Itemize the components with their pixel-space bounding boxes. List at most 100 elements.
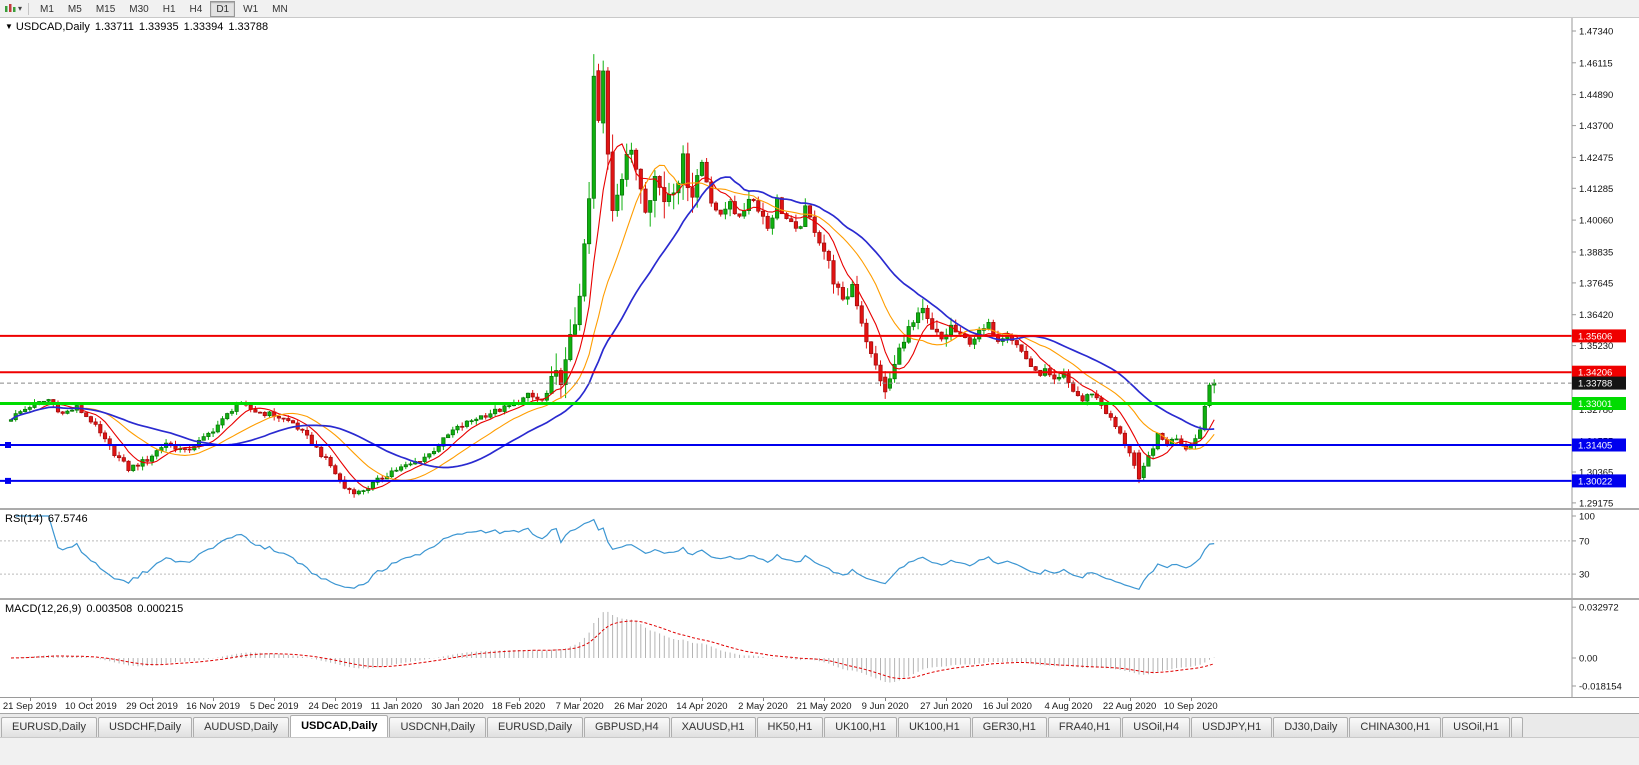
timeframe-button-mn[interactable]: MN [272, 3, 288, 15]
chart-menu-caret-icon[interactable]: ▾ [18, 4, 23, 13]
svg-text:1.36420: 1.36420 [1579, 310, 1613, 321]
timeframe-button-m15[interactable]: M15 [95, 3, 116, 15]
ohlc-open: 1.33711 [94, 21, 134, 33]
date-label: 16 Nov 2019 [186, 701, 241, 712]
svg-text:1.30365: 1.30365 [1579, 468, 1613, 479]
price-badge: 1.30022 [1572, 474, 1626, 488]
timeframe-button-h1[interactable]: H1 [162, 3, 176, 15]
chart-title: ▼ USDCAD,Daily 1.33711 1.33935 1.33394 1.3378… [5, 21, 268, 33]
date-tick [90, 698, 92, 701]
price-axis[interactable]: 1.47340 1.46115 1.44890 1.43700 1.42475 1.412… [1571, 18, 1613, 508]
timeframe-button-h4[interactable]: H4 [189, 3, 203, 15]
mini-candles-glyph [5, 4, 16, 12]
chart-tab-hk50-h1[interactable]: HK50,H1 [756, 717, 824, 737]
macd-signal-line [10, 620, 1215, 679]
date-label: 30 Jan 2020 [431, 701, 484, 712]
chart-tab-usdchf-daily[interactable]: USDCHF,Daily [97, 717, 193, 737]
chart-type-icon[interactable] [4, 3, 17, 14]
date-tick [274, 698, 276, 701]
toolbar-separator [28, 2, 30, 15]
date-label: 26 Mar 2020 [614, 701, 668, 712]
svg-text:70: 70 [1579, 536, 1590, 547]
svg-text:-0.018154: -0.018154 [1579, 682, 1622, 693]
date-label: 21 May 2020 [796, 701, 852, 712]
svg-text:1.44890: 1.44890 [1579, 90, 1613, 101]
date-label: 5 Dec 2019 [249, 701, 299, 712]
chart-tab-uk100-h1[interactable]: UK100,H1 [897, 717, 971, 737]
svg-text:1.41285: 1.41285 [1579, 184, 1613, 195]
svg-text:1.42475: 1.42475 [1579, 153, 1613, 164]
rsi-value: 67.5746 [47, 513, 88, 525]
chart-tab-china300-h1[interactable]: CHINA300,H1 [1349, 717, 1442, 737]
date-tick [213, 698, 215, 701]
price-badge: 1.33788 [1572, 376, 1626, 390]
horizontal-level-lines[interactable] [0, 334, 1572, 484]
chart-tab-fra40-h1[interactable]: FRA40,H1 [1047, 717, 1122, 737]
time-axis[interactable]: 21 Sep 2019 10 Oct 2019 29 Oct 2019 16 Nov … [0, 697, 1639, 713]
chart-tab-ger30-h1[interactable]: GER30,H1 [971, 717, 1047, 737]
macd-title: MACD(12,26,9) 0.003508 0.000215 [5, 603, 183, 615]
svg-text:1.40060: 1.40060 [1579, 216, 1613, 227]
rsi-chart-svg[interactable]: 100 70 30 [0, 510, 1639, 598]
timeframe-button-m1[interactable]: M1 [40, 3, 54, 15]
date-tick [946, 698, 948, 701]
timeframe-bar: M1 M5 M15 M30 H1 H4 D1 W1 MN [33, 0, 295, 17]
date-tick [824, 698, 826, 701]
chart-tab-xauusd-h1[interactable]: XAUUSD,H1 [670, 717, 756, 737]
svg-text:1.31405: 1.31405 [1578, 441, 1612, 452]
collapse-triangle-icon[interactable]: ▼ [5, 22, 13, 31]
rsi-title: RSI(14) 67.5746 [5, 513, 88, 525]
timeframe-button-m30[interactable]: M30 [129, 3, 149, 15]
date-tick [1129, 698, 1131, 701]
date-tick [1007, 698, 1009, 701]
svg-text:1.43700: 1.43700 [1579, 121, 1613, 132]
svg-text:1.33001: 1.33001 [1578, 399, 1612, 410]
macd-label: MACD(12,26,9) [5, 603, 82, 615]
date-label: 7 Mar 2020 [555, 701, 604, 712]
timeframe-button-d1[interactable]: D1 [210, 0, 236, 17]
top-toolbar: ▾ M1 M5 M15 M30 H1 H4 D1 W1 MN [0, 0, 1639, 18]
chart-tab-dj30-daily[interactable]: DJ30,Daily [1273, 717, 1349, 737]
date-tick [701, 698, 703, 701]
partial-tab-fragment[interactable] [1510, 717, 1523, 737]
timeframe-button-w1[interactable]: W1 [243, 3, 259, 15]
svg-text:1.38835: 1.38835 [1579, 248, 1613, 259]
macd-chart-svg[interactable]: 0.032972 0.00 -0.018154 [0, 600, 1639, 697]
pane-splitter[interactable] [0, 508, 1639, 510]
pane-splitter-2[interactable] [0, 598, 1639, 600]
date-tick [152, 698, 153, 701]
chart-tab-eurusd-daily[interactable]: EURUSD,Daily [487, 717, 583, 737]
chart-tab-usoil-h1[interactable]: USOil,H1 [1442, 717, 1510, 737]
date-tick [1190, 698, 1192, 701]
rsi-pane[interactable]: 100 70 30 RSI(14) 67.5746 [0, 510, 1639, 598]
svg-text:1.29175: 1.29175 [1579, 498, 1613, 508]
price-pane[interactable]: 1.47340 1.46115 1.44890 1.43700 1.42475 1.412… [0, 18, 1639, 508]
macd-histogram [15, 611, 1215, 683]
timeframe-button-m5[interactable]: M5 [67, 3, 82, 15]
date-label: 29 Oct 2019 [126, 701, 178, 712]
chart-tab-usdcnh-daily[interactable]: USDCNH,Daily [389, 717, 487, 737]
date-tick [763, 698, 764, 701]
chart-tab-usoil-h4[interactable]: USOil,H4 [1122, 717, 1191, 737]
chart-tab-gbpusd-h4[interactable]: GBPUSD,H4 [584, 717, 670, 737]
date-tick [579, 698, 581, 701]
chart-tab-uk100-h1[interactable]: UK100,H1 [824, 717, 897, 737]
chart-tab-usdcad-daily[interactable]: USDCAD,Daily [290, 715, 389, 737]
macd-pane[interactable]: 0.032972 0.00 -0.018154 MACD(12,26,9) 0.003… [0, 600, 1639, 697]
svg-text:1.46115: 1.46115 [1579, 58, 1613, 69]
price-chart-svg[interactable]: 1.47340 1.46115 1.44890 1.43700 1.42475 1.412… [0, 18, 1639, 508]
price-badge: 1.33001 [1572, 397, 1626, 410]
candles [8, 54, 1217, 498]
date-label: 18 Feb 2020 [491, 701, 546, 712]
chart-tab-eurusd-daily[interactable]: EURUSD,Daily [1, 717, 97, 737]
date-label: 10 Oct 2019 [65, 701, 117, 712]
rsi-line [15, 515, 1215, 591]
chart-tab-usdjpy-h1[interactable]: USDJPY,H1 [1191, 717, 1273, 737]
svg-text:30: 30 [1579, 570, 1590, 581]
date-tick [518, 698, 520, 701]
chart-tab-audusd-daily[interactable]: AUDUSD,Daily [193, 717, 290, 737]
svg-text:1.37645: 1.37645 [1579, 278, 1613, 289]
date-label: 24 Dec 2019 [308, 701, 363, 712]
date-label: 4 Aug 2020 [1044, 701, 1093, 712]
svg-text:1.35230: 1.35230 [1579, 341, 1613, 352]
